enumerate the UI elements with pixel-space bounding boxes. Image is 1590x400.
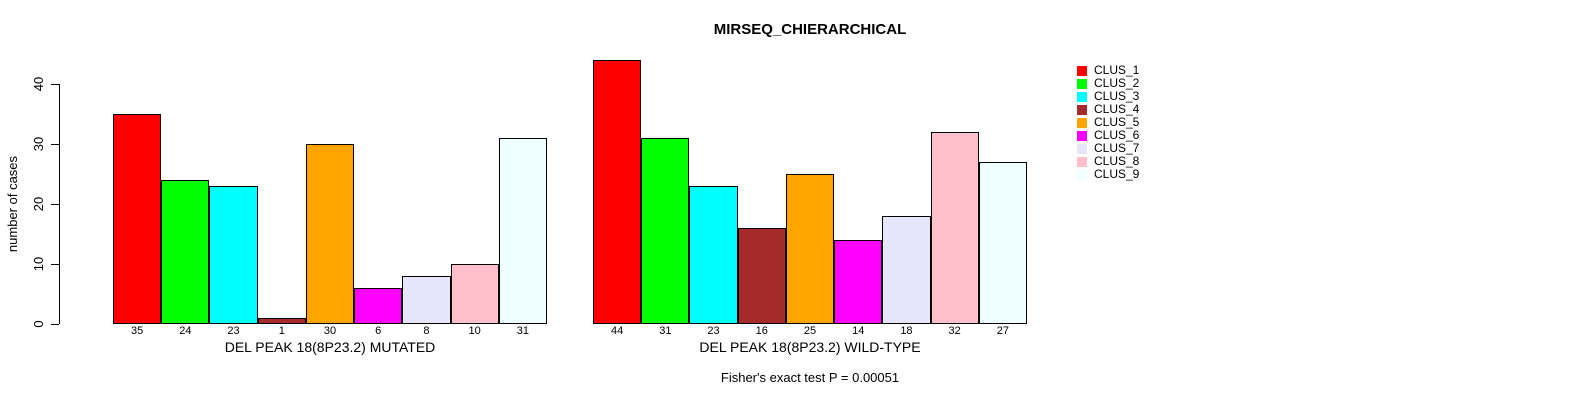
bar-clus_3-wild-type [689,186,738,324]
legend: CLUS_1 CLUS_2 CLUS_3 CLUS_4 CLUS_5 CLUS_6 CLUS… [1077,64,1139,181]
legend-label: CLUS_1 [1094,63,1140,77]
bar-value-label: 31 [516,325,529,337]
y-axis: 0 10 20 30 40 [31,77,60,328]
legend-item-clus_3: CLUS_3 [1077,90,1139,103]
legend-swatch-clus_2 [1077,78,1087,89]
y-tick-label: 30 [30,136,46,152]
bar-value-label: 35 [130,325,144,337]
chart-title: MIRSEQ_CHIERARCHICAL [713,21,907,38]
legend-label: CLUS_4 [1094,102,1140,116]
x-axis-title-mutated: DEL PEAK 18(8P23.2) MUTATED [224,339,436,355]
panel-wild-type: 44 31 23 16 25 14 18 32 27 DEL PEAK 18(8P23.2) WI… [593,0,1027,400]
legend-swatch-clus_4 [1077,104,1087,115]
legend-swatch-clus_9 [1077,169,1087,180]
y-tick-mark [51,143,59,145]
bar-clus_7-mutated [402,276,451,324]
legend-label: CLUS_9 [1094,167,1140,181]
y-tick-mark [51,203,59,205]
fisher-test-annotation: Fisher's exact test P = 0.00051 [720,370,900,385]
bar-clus_6-wild-type [834,240,883,324]
bar-clus_7-wild-type [882,216,931,324]
bar-value-label: 16 [755,325,768,337]
bar-value-label: 10 [468,325,481,337]
x-axis-title-wild-type: DEL PEAK 18(8P23.2) WILD-TYPE [699,339,921,355]
bar-value-label: 1 [278,325,285,337]
bar-value-label: 6 [375,325,382,337]
bar-clus_8-wild-type [930,132,979,324]
bar-value-label: 44 [610,325,624,337]
bar-clus_5-mutated [305,144,355,324]
bar-value-label: 31 [659,325,672,337]
bar-value-label: 14 [852,325,865,337]
bar-clus_9-wild-type [978,162,1027,324]
legend-swatch-clus_3 [1077,91,1087,102]
bar-clus_5-wild-type [785,174,835,324]
bar-clus_1-wild-type [593,60,642,324]
legend-item-clus_7: CLUS_7 [1077,142,1139,155]
bar-clus_4-wild-type [737,228,786,324]
legend-swatch-clus_5 [1077,117,1087,128]
bar-value-label: 24 [179,325,192,337]
y-tick-label: 20 [30,196,46,212]
legend-item-clus_9: CLUS_9 [1077,168,1139,181]
legend-label: CLUS_5 [1094,115,1140,129]
legend-item-clus_6: CLUS_6 [1077,129,1139,142]
bar-value-label: 18 [900,325,913,337]
y-tick-label: 10 [30,256,46,272]
bar-clus_2-mutated [161,180,210,324]
legend-swatch-clus_6 [1077,130,1087,141]
bar-clus_8-mutated [450,264,499,324]
panel-mutated: 35 24 23 1 30 6 8 10 31 DEL PEAK 18(8P23.2) MUTAT… [113,0,547,400]
y-tick-mark [51,263,59,265]
y-tick-label: 0 [30,320,46,328]
legend-swatch-clus_1 [1077,65,1087,76]
legend-swatch-clus_8 [1077,156,1087,167]
legend-label: CLUS_3 [1094,89,1140,103]
legend-label: CLUS_7 [1094,141,1140,155]
legend-swatch-clus_7 [1077,143,1087,154]
bar-value-label: 8 [423,325,430,337]
y-tick-label: 40 [30,76,46,92]
bar-clus_3-mutated [209,186,258,324]
legend-item-clus_4: CLUS_4 [1077,103,1139,116]
bar-value-label: 27 [996,325,1009,337]
legend-item-clus_5: CLUS_5 [1077,116,1139,129]
legend-label: CLUS_2 [1094,76,1140,90]
y-tick-mark [51,323,59,325]
bar-value-label: 23 [227,325,240,337]
legend-item-clus_1: CLUS_1 [1077,64,1139,77]
bar-clus_9-mutated [498,138,547,324]
bar-clus_2-wild-type [641,138,690,324]
legend-label: CLUS_6 [1094,128,1140,142]
bar-clus_1-mutated [113,114,162,324]
bar-value-label: 23 [707,325,720,337]
bar-clus_4-mutated [257,318,306,324]
bar-clus_6-mutated [354,288,403,324]
legend-label: CLUS_8 [1094,154,1140,168]
bar-value-label: 32 [948,325,961,337]
legend-item-clus_8: CLUS_8 [1077,155,1139,168]
legend-item-clus_2: CLUS_2 [1077,77,1139,90]
y-tick-mark [51,83,59,85]
bar-value-label: 25 [803,325,817,337]
bar-value-label: 30 [323,325,337,337]
